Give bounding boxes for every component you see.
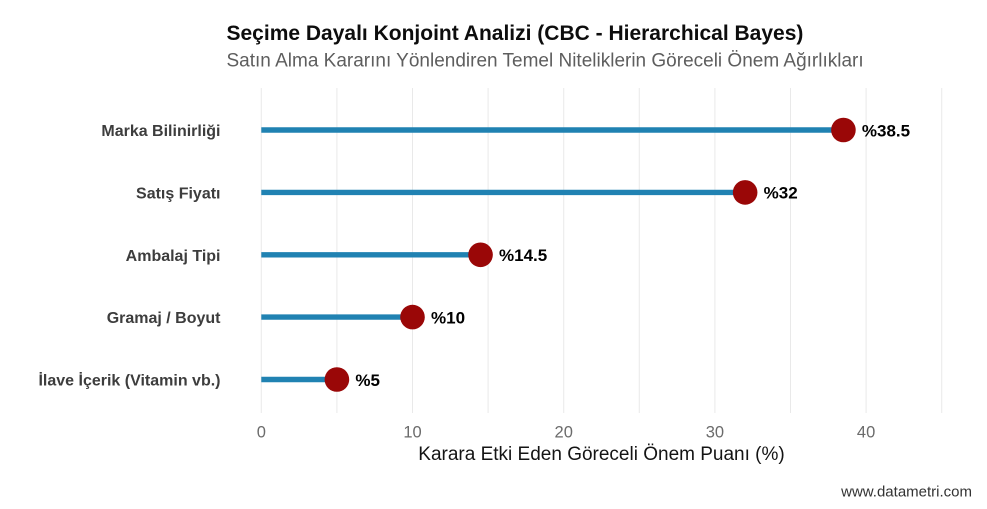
value-label: %5 (355, 371, 380, 390)
x-tick-label-30: 30 (706, 423, 724, 441)
chart-title: Seçime Dayalı Konjoint Analizi (CBC - Hi… (227, 22, 804, 45)
category-label: Gramaj / Boyut (107, 310, 221, 327)
x-axis-title: Karara Etki Eden Göreceli Önem Puanı (%) (418, 444, 784, 465)
plot-layer: %38.5 %32 %14.5 %10 %5 (261, 117, 910, 392)
lollipop-dot (324, 367, 350, 392)
lollipop-dot (732, 180, 758, 205)
x-tick-label-40: 40 (857, 423, 875, 441)
value-label: %10 (431, 308, 465, 327)
category-label: Satış Fiyatı (136, 185, 220, 202)
axis-layer: 0 10 20 30 40 Marka Bilinirliği Satış Fiyatı Am… (38, 123, 875, 441)
x-tick-label-20: 20 (555, 423, 573, 441)
category-label: Marka Bilinirliği (101, 123, 220, 140)
watermark-caption: www.datametri.com (840, 484, 972, 501)
lollipop-dot (468, 242, 493, 268)
gridlines-group (260, 88, 943, 413)
x-tick-label-0: 0 (257, 423, 266, 441)
lollipop-dot (831, 117, 856, 143)
value-label: %32 (764, 184, 798, 203)
category-label: Ambalaj Tipi (126, 248, 221, 265)
value-label: %38.5 (862, 121, 910, 140)
category-label: İlave İçerik (Vitamin vb.) (38, 372, 220, 390)
lollipop-dot (400, 304, 425, 330)
value-label: %14.5 (499, 246, 547, 265)
chart-subtitle: Satın Alma Kararını Yönlendiren Temel Ni… (227, 51, 864, 72)
x-tick-label-10: 10 (403, 423, 421, 441)
